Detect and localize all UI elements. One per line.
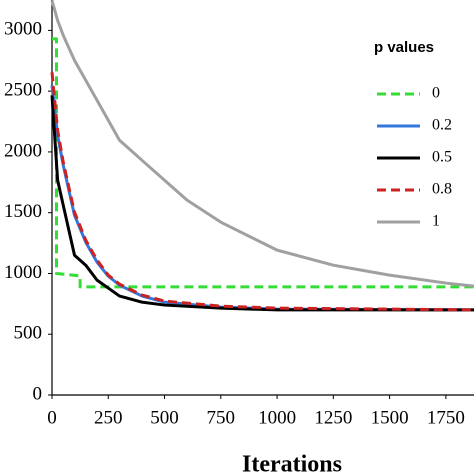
legend-title: p values	[374, 39, 434, 56]
series-line	[50, 85, 474, 312]
y-tick-label: 1500	[4, 201, 42, 222]
x-tick-label: 1250	[314, 407, 352, 428]
series-line	[52, 37, 474, 289]
legend-label: 1	[432, 213, 440, 230]
legend-label: 0.5	[432, 149, 452, 166]
x-tick-label: 250	[94, 407, 123, 428]
legend-label: 0	[432, 85, 440, 102]
legend-label: 0.2	[432, 117, 452, 134]
y-tick-label: 2000	[4, 140, 42, 161]
series-line	[50, 95, 474, 312]
x-tick-label: 0	[47, 407, 57, 428]
series-line	[50, 72, 474, 312]
y-tick-label: 2500	[4, 80, 42, 101]
y-tick-label: 1000	[4, 262, 42, 283]
y-tick-label: 3000	[4, 19, 42, 40]
series-line	[50, 0, 474, 288]
x-tick-label: 1750	[427, 407, 465, 428]
x-axis-label: Iterations	[242, 452, 342, 474]
x-tick-label: 500	[150, 407, 179, 428]
x-tick-label: 1500	[371, 407, 409, 428]
y-tick-label: 500	[14, 323, 43, 344]
x-tick-label: 1000	[258, 407, 296, 428]
x-tick-label: 750	[207, 407, 236, 428]
y-tick-label: 0	[33, 383, 43, 404]
legend-label: 0.8	[432, 181, 452, 198]
